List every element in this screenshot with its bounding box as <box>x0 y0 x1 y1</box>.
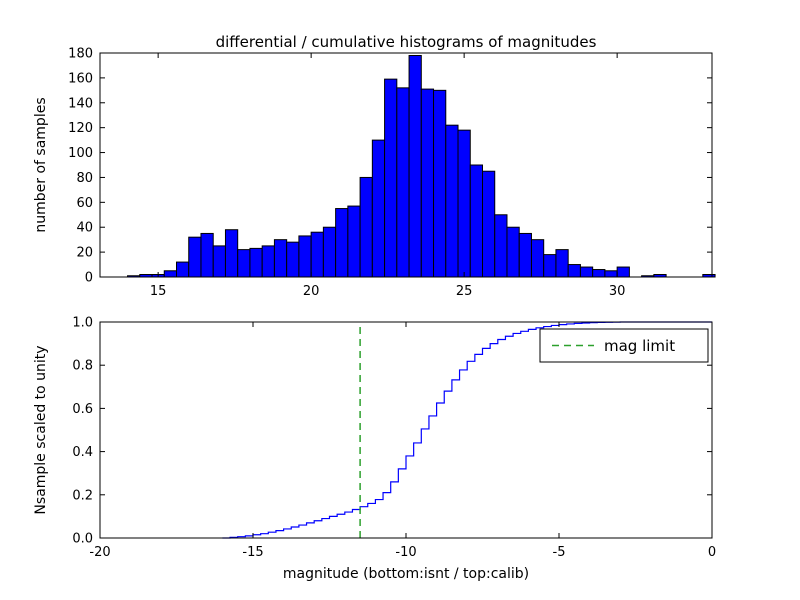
top-histogram-plot: 15 20 25 30 0 20 40 60 80 100 120 140 160 180 <box>68 47 716 299</box>
histogram-bar <box>506 226 520 278</box>
y-tick-label: 160 <box>68 71 93 86</box>
histogram-bar <box>224 229 239 278</box>
bottom-y-axis-label: Nsample scaled to unity <box>33 345 49 514</box>
histogram-bar <box>298 235 312 278</box>
histogram-bar <box>592 269 606 278</box>
y-tick-label: 0.2 <box>72 488 93 503</box>
histogram-bar <box>420 88 435 278</box>
y-tick-label: 0.6 <box>72 402 93 417</box>
x-tick-label: -10 <box>395 545 416 560</box>
x-tick-label: 0 <box>708 545 716 560</box>
y-tick-label: 1.0 <box>72 316 93 331</box>
histogram-bar <box>530 239 545 278</box>
legend: mag limit <box>539 328 709 363</box>
y-tick-label: 120 <box>68 121 93 136</box>
x-tick-label: 15 <box>150 284 167 299</box>
histogram-bar <box>273 239 288 278</box>
histogram-bar <box>482 170 496 278</box>
legend-label: mag limit <box>604 337 675 355</box>
histogram-bar <box>543 254 557 278</box>
histogram-bar <box>445 124 459 278</box>
histogram-bar <box>347 205 361 278</box>
x-tick-label: -5 <box>553 545 566 560</box>
y-tick-label: 100 <box>68 146 93 161</box>
histogram-bar <box>494 214 508 278</box>
histogram-bar <box>310 231 324 278</box>
histogram-bar <box>188 236 202 278</box>
bottom-cumulative-plot: -20 -15 -10 -5 0 0.0 0.2 0.4 0.6 0.8 1.0 <box>72 316 716 561</box>
x-tick-label: -15 <box>242 545 263 560</box>
histogram-bar <box>469 164 484 278</box>
histogram-bar <box>163 270 177 278</box>
histogram-bar <box>322 226 337 278</box>
y-tick-label: 180 <box>68 47 93 62</box>
y-tick-label: 80 <box>76 171 93 186</box>
histogram-bar <box>518 232 532 278</box>
y-tick-label: 140 <box>68 96 93 111</box>
x-tick-label: 20 <box>303 284 320 299</box>
histogram-bar <box>249 247 263 278</box>
x-axis-label: magnitude (bottom:isnt / top:calib) <box>283 566 529 582</box>
histogram-bar <box>396 87 410 278</box>
histogram-bar <box>212 245 226 278</box>
figure-title: differential / cumulative histograms of … <box>216 33 597 51</box>
histogram-bar <box>567 264 581 278</box>
histogram-bar <box>371 139 386 278</box>
histogram-bar <box>176 261 190 278</box>
histogram-bar <box>408 54 422 278</box>
histogram-bar <box>359 176 373 278</box>
y-tick-label: 20 <box>76 246 93 261</box>
histogram-bar <box>237 249 251 278</box>
top-y-axis-label: number of samples <box>33 97 49 232</box>
y-tick-label: 0.4 <box>72 445 93 460</box>
histogram-bar <box>433 89 447 278</box>
histogram-bar <box>616 266 630 278</box>
histogram-bar <box>384 78 398 278</box>
histogram-bar <box>335 208 349 278</box>
histogram-bar <box>286 241 300 278</box>
histogram-bar <box>579 266 594 278</box>
histogram-bar <box>457 129 471 278</box>
histogram-bar <box>555 249 569 278</box>
x-tick-label: 25 <box>456 284 473 299</box>
x-tick-label: 30 <box>609 284 626 299</box>
x-tick-label: -20 <box>89 545 110 560</box>
histogram-bar <box>261 245 275 278</box>
y-tick-label: 0.8 <box>72 359 93 374</box>
y-tick-label: 0 <box>85 271 93 286</box>
histogram-bar <box>604 270 618 278</box>
histogram-bar <box>200 232 214 278</box>
y-tick-label: 40 <box>76 221 93 236</box>
y-tick-label: 0.0 <box>72 532 93 547</box>
y-tick-label: 60 <box>76 196 93 211</box>
axes-frame <box>99 52 713 278</box>
